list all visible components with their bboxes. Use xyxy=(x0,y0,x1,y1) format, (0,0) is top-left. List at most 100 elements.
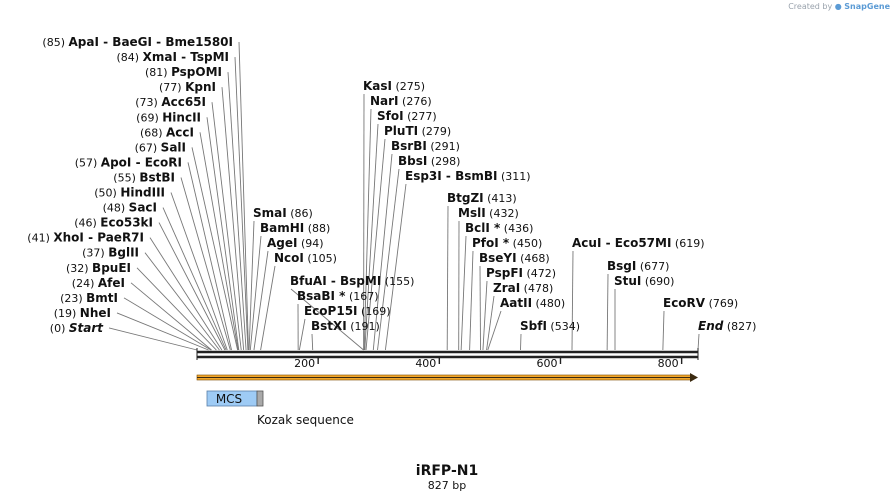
site-leader-lines xyxy=(108,41,700,351)
site-position: (67) xyxy=(135,141,161,154)
site-leader xyxy=(363,108,372,351)
site-leader xyxy=(123,297,212,351)
kozak-label: Kozak sequence xyxy=(257,413,354,427)
site-position: (169) xyxy=(358,305,391,318)
site-position: (88) xyxy=(304,222,330,235)
site-leader xyxy=(144,252,220,351)
site-leader xyxy=(130,282,212,351)
site-name: EcoRI xyxy=(145,155,182,169)
site-position: (276) xyxy=(399,95,432,108)
site-position: (69) xyxy=(136,111,162,124)
site-label: (81) PspOMI xyxy=(145,65,222,79)
site-position: (432) xyxy=(486,207,519,220)
site-label: NcoI (105) xyxy=(274,251,337,265)
kozak-box xyxy=(256,390,264,407)
site-label: BseYI (468) xyxy=(479,251,550,265)
site-name: BsgI xyxy=(607,259,636,273)
site-name: BclI * xyxy=(465,221,501,235)
site-position: (311) xyxy=(498,170,531,183)
feature-track: MCS Kozak sequence xyxy=(196,373,698,427)
site-leader xyxy=(211,102,242,351)
site-leader xyxy=(482,280,488,351)
site-label: (46) Eco53kI xyxy=(74,216,153,230)
site-name: PspFI xyxy=(486,266,523,280)
site-label: AatII (480) xyxy=(500,296,565,310)
site-label: StuI (690) xyxy=(614,274,674,288)
sequence-length: 827 bp xyxy=(428,479,466,492)
site-leader xyxy=(372,153,393,351)
site-label: (19) NheI xyxy=(54,306,111,320)
title-block: iRFP-N1 827 bp xyxy=(416,463,478,492)
site-label: (68) AccI xyxy=(140,125,194,139)
site-position: (279) xyxy=(418,125,451,138)
site-position: (24) xyxy=(72,277,98,290)
site-label: BclI * (436) xyxy=(465,221,533,235)
site-name: BfuAI xyxy=(290,274,327,288)
site-position: (534) xyxy=(547,320,580,333)
site-label: SbfI (534) xyxy=(520,319,580,333)
site-label: SfoI (277) xyxy=(377,109,437,123)
site-label: KasI (275) xyxy=(363,79,425,93)
site-name: SfoI xyxy=(377,109,404,123)
site-label: (0) Start xyxy=(50,321,104,335)
site-name: EcoRV xyxy=(663,296,706,310)
site-label: (69) HincII xyxy=(136,110,201,124)
site-label: (84) XmaI - TspMI xyxy=(117,50,229,64)
site-label: (23) BmtI xyxy=(60,291,118,305)
site-leader xyxy=(479,265,481,351)
site-name: Start xyxy=(69,321,104,335)
snapgene-credit: Created by ● SnapGene xyxy=(788,2,890,11)
site-position: (81) xyxy=(145,66,171,79)
site-name: End xyxy=(698,319,724,333)
site-label: BstXI (191) xyxy=(311,319,380,333)
site-position: (277) xyxy=(404,110,437,123)
site-label: PspFI (472) xyxy=(486,266,556,280)
snapgene-logo-icon: ● xyxy=(834,2,842,11)
site-name: BtgZI xyxy=(447,191,484,205)
site-label: (67) SalI xyxy=(135,140,186,154)
site-leader xyxy=(253,250,269,351)
site-name: BsaBI * xyxy=(297,289,346,303)
site-name: Acc65I xyxy=(161,95,206,109)
site-leader xyxy=(234,57,249,351)
site-label: (73) Acc65I xyxy=(135,95,206,109)
site-name: NcoI xyxy=(274,251,304,265)
site-leader xyxy=(460,235,467,351)
site-leader xyxy=(469,250,474,351)
site-label: BsrBI (291) xyxy=(391,139,460,153)
site-label: EcoP15I (169) xyxy=(304,304,391,318)
site-position: (291) xyxy=(427,140,460,153)
site-name: BpuEI xyxy=(92,261,131,275)
site-name: PspOMI xyxy=(171,65,222,79)
site-position: (19) xyxy=(54,307,80,320)
site-name: SbfI xyxy=(520,319,547,333)
site-leader xyxy=(136,267,217,351)
site-label: BsgI (677) xyxy=(607,259,669,273)
site-position: (619) xyxy=(671,237,704,250)
site-name: ApaI xyxy=(69,35,99,49)
site-name: AcuI xyxy=(572,236,601,250)
ruler-tick-label: 800 xyxy=(658,357,679,370)
site-name: Eco53kI xyxy=(100,216,153,230)
site-name: AgeI xyxy=(267,236,297,250)
site-position: (37) xyxy=(82,247,108,260)
site-leader xyxy=(199,132,239,351)
site-name: ZraI xyxy=(493,281,520,295)
site-position: (57) xyxy=(75,156,101,169)
site-name: BsmBI xyxy=(455,169,497,183)
site-label: EcoRV (769) xyxy=(663,296,738,310)
site-leader xyxy=(298,318,306,351)
site-position: (85) xyxy=(42,36,68,49)
mcs-label: MCS xyxy=(216,392,242,406)
site-position: (50) xyxy=(94,187,120,200)
site-leader xyxy=(249,235,262,351)
site-name: Esp3I xyxy=(405,169,442,183)
site-position: (94) xyxy=(297,237,323,250)
site-name: BseYI xyxy=(479,251,517,265)
site-label: (41) XhoI - PaeR7I xyxy=(27,231,144,245)
site-leader xyxy=(377,168,400,351)
site-leader xyxy=(697,333,700,351)
site-leader xyxy=(162,207,227,351)
site-position: (677) xyxy=(636,260,669,273)
site-leader xyxy=(446,205,449,351)
